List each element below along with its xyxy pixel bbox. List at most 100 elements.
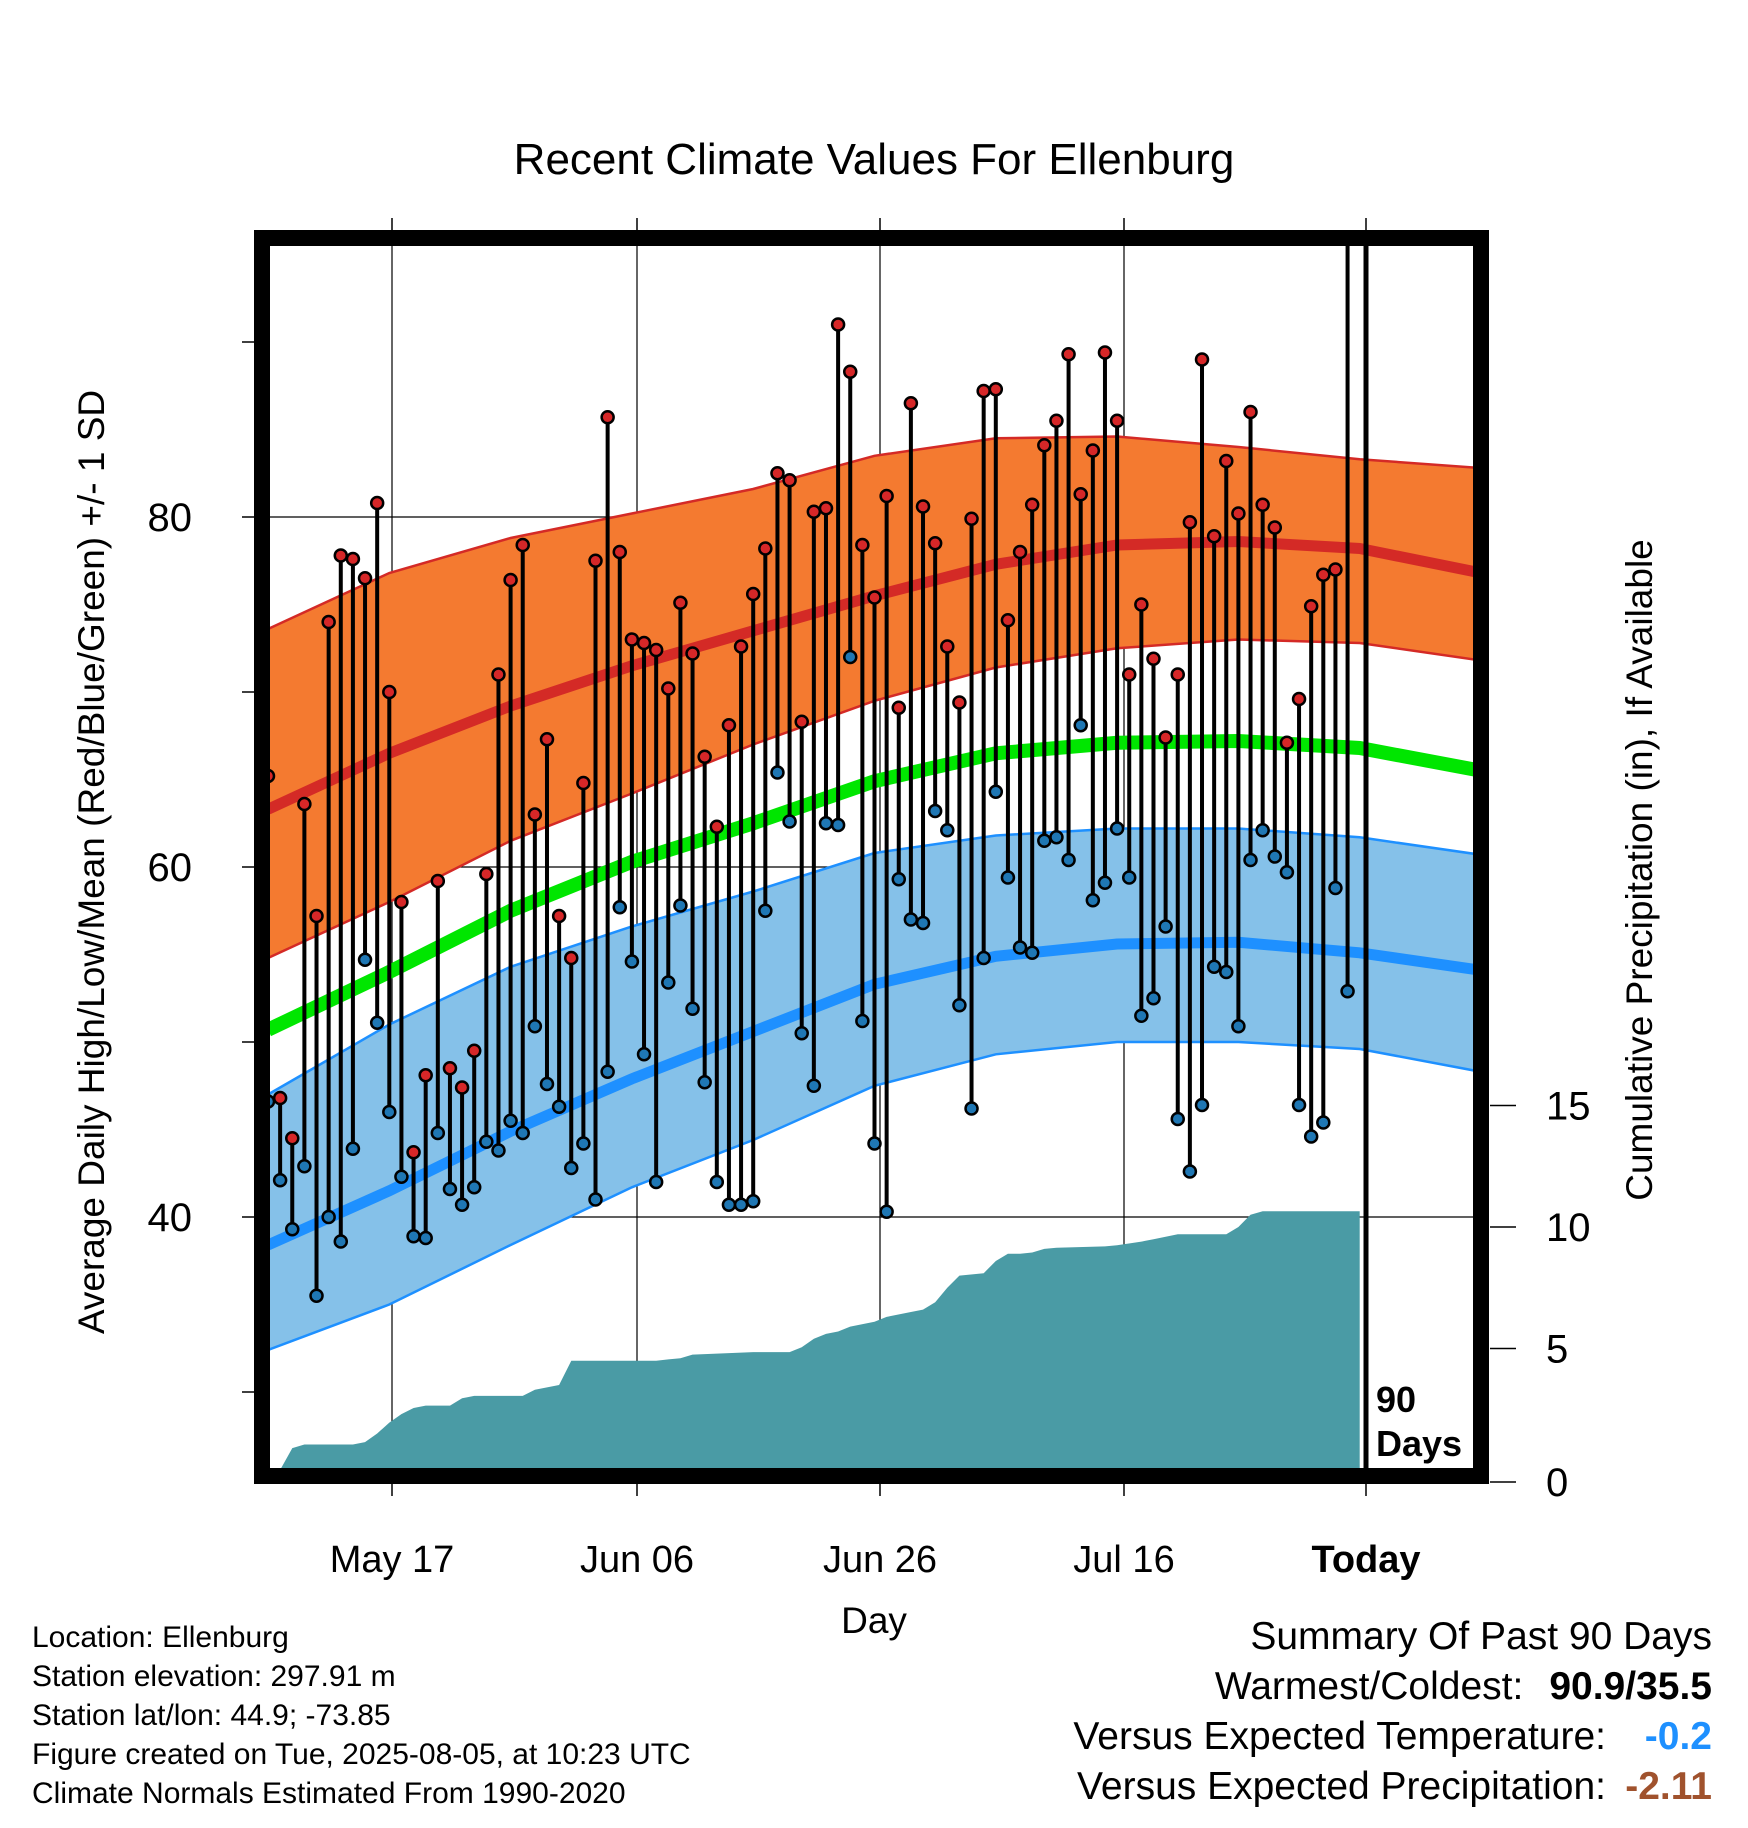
daily-low-point <box>624 954 640 969</box>
daily-low-point <box>564 1160 579 1176</box>
daily-high-point <box>1243 404 1258 420</box>
daily-low-point <box>818 816 834 831</box>
daily-low-point <box>272 1173 288 1188</box>
x-axis-label: Day <box>841 1600 907 1641</box>
daily-high-point <box>1134 597 1149 612</box>
daily-high-point <box>697 749 712 764</box>
daily-high-point <box>1342 0 1354 6</box>
daily-low-point <box>406 1229 421 1244</box>
daily-high-point <box>1279 735 1295 750</box>
today-days-label: Days <box>1376 1423 1462 1464</box>
high-sd-band <box>268 436 1475 958</box>
created-text: Figure created on Tue, 2025-08-05, at 10… <box>32 1738 691 1771</box>
daily-high-point <box>588 553 603 568</box>
daily-high-point <box>673 595 688 610</box>
daily-low-point <box>952 998 967 1013</box>
daily-high-point <box>1158 730 1173 745</box>
daily-low-point <box>442 1181 458 1197</box>
daily-high-point <box>479 866 494 882</box>
daily-low-point <box>333 1234 349 1249</box>
precip-value: -2.11 <box>1625 1765 1712 1808</box>
daily-high-point <box>867 590 882 605</box>
y-right-tick-label: 0 <box>1546 1461 1568 1505</box>
x-tick-label: Jun 06 <box>580 1539 694 1581</box>
y-right-tick-label: 15 <box>1546 1085 1591 1129</box>
daily-high-point <box>1267 520 1283 535</box>
daily-low-point <box>1121 870 1137 885</box>
daily-high-point <box>491 667 506 682</box>
daily-high-point <box>297 796 312 812</box>
daily-high-point <box>1146 651 1161 666</box>
daily-high-point <box>624 632 640 647</box>
daily-high-point <box>636 635 652 651</box>
daily-high-point <box>369 495 385 511</box>
chart-title: Recent Climate Values For Ellenburg <box>514 135 1235 184</box>
daily-high-point <box>806 504 822 519</box>
daily-low-point <box>1158 919 1173 934</box>
daily-low-point <box>891 872 907 887</box>
daily-high-point <box>576 775 591 791</box>
daily-low-point <box>454 1197 470 1212</box>
daily-high-point <box>1121 667 1137 682</box>
daily-low-point <box>479 1134 494 1149</box>
daily-low-point <box>661 975 676 990</box>
daily-low-point <box>321 1209 336 1225</box>
daily-low-point <box>491 1143 506 1158</box>
daily-low-point <box>1146 991 1161 1006</box>
daily-high-point <box>333 548 349 563</box>
daily-low-point <box>357 952 373 967</box>
daily-high-point <box>830 317 846 332</box>
daily-high-point <box>503 572 518 588</box>
daily-low-point <box>1316 1115 1331 1130</box>
daily-high-point <box>879 488 894 504</box>
daily-high-point <box>794 714 809 729</box>
daily-high-point <box>442 1061 458 1076</box>
precip-area <box>268 1211 1360 1470</box>
daily-low-point <box>964 1101 979 1116</box>
daily-high-point <box>612 544 628 560</box>
daily-high-point <box>1255 497 1270 512</box>
daily-low-point <box>1012 940 1028 955</box>
daily-low-point <box>382 1104 397 1120</box>
daily-low-point <box>758 903 773 918</box>
daily-high-point <box>527 807 543 822</box>
daily-low-point <box>915 915 931 931</box>
daily-high-point <box>1000 613 1016 628</box>
daily-high-point <box>648 642 664 658</box>
daily-low-point <box>297 1159 312 1174</box>
daily-high-point <box>818 501 834 516</box>
daily-low-point <box>721 1197 737 1212</box>
daily-high-point <box>1085 443 1101 458</box>
temp-value: -0.2 <box>1644 1715 1712 1758</box>
daily-high-point <box>1037 438 1052 453</box>
daily-high-point <box>394 894 409 910</box>
daily-high-point <box>454 1080 470 1095</box>
elevation-text: Station elevation: 297.91 m <box>32 1660 396 1693</box>
daily-high-point <box>406 1145 421 1160</box>
daily-high-point <box>1024 497 1040 512</box>
summary-temp-row: Versus Expected Temperature: -0.2 <box>1073 1712 1712 1762</box>
daily-low-point <box>551 1099 567 1114</box>
daily-low-point <box>988 784 1004 799</box>
normals-text: Climate Normals Estimated From 1990-2020 <box>32 1777 626 1810</box>
daily-high-point <box>345 551 361 567</box>
warmest-label: Warmest/Coldest: <box>1214 1665 1524 1708</box>
daily-low-point <box>1109 821 1125 836</box>
daily-low-point <box>1267 849 1283 864</box>
daily-low-point <box>588 1192 603 1207</box>
daily-high-point <box>382 684 397 700</box>
daily-low-point <box>1231 1019 1246 1034</box>
daily-high-point <box>988 382 1004 397</box>
daily-high-point <box>1109 413 1125 428</box>
daily-low-point <box>1170 1111 1185 1127</box>
daily-low-point <box>1085 893 1101 908</box>
daily-low-point <box>1037 833 1052 848</box>
y-tick-label: 60 <box>148 846 193 890</box>
daily-low-point <box>1255 823 1270 838</box>
y-axis-label: Average Daily High/Low/Mean (Red/Blue/Gr… <box>71 390 112 1334</box>
daily-high-point <box>285 1131 300 1146</box>
daily-low-point <box>1024 945 1040 960</box>
daily-low-point <box>879 1204 894 1219</box>
